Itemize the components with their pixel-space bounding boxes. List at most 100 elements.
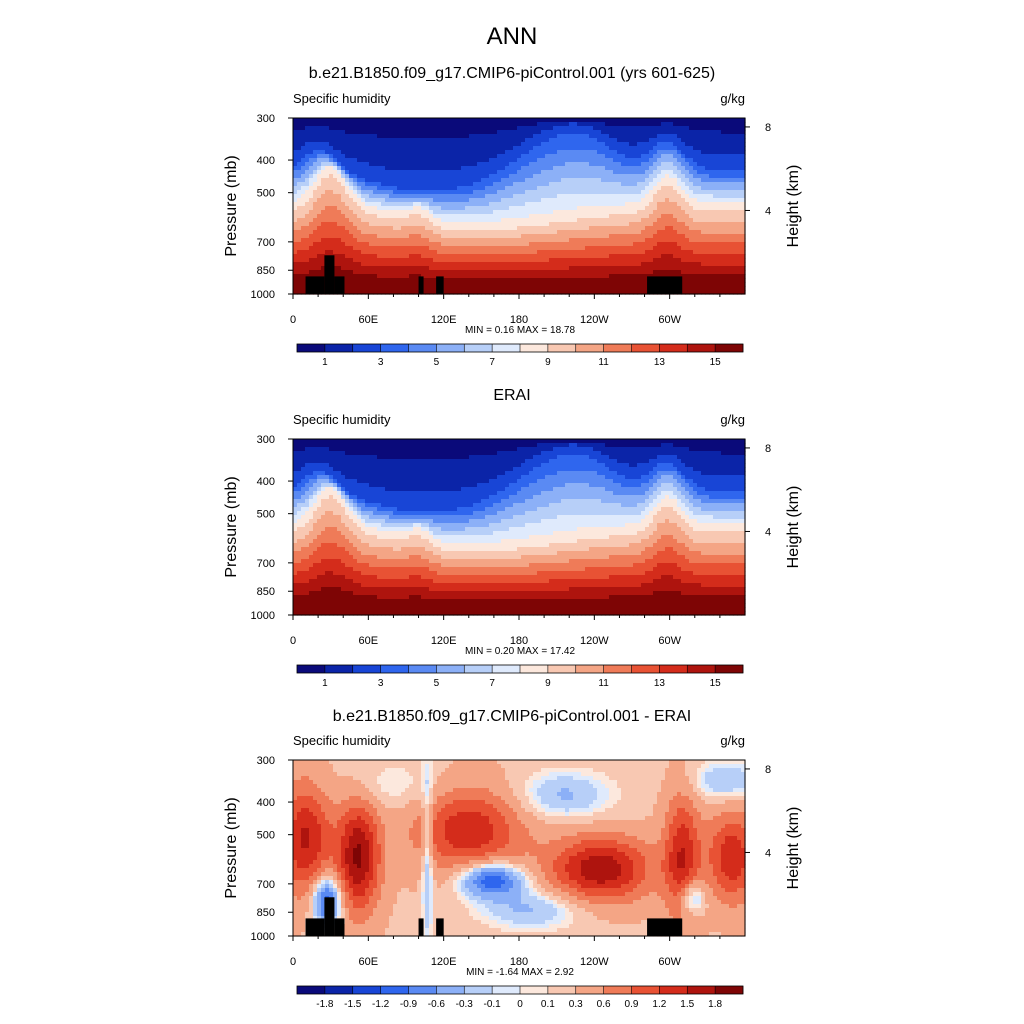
contour-cell xyxy=(565,246,570,251)
contour-cell xyxy=(697,186,702,191)
contour-cell xyxy=(317,146,322,151)
contour-cell xyxy=(725,190,730,195)
contour-cell xyxy=(577,138,582,143)
contour-cell xyxy=(361,150,366,155)
contour-cell xyxy=(477,166,482,171)
contour-cell xyxy=(505,266,510,271)
contour-cell xyxy=(481,118,486,123)
contour-cell xyxy=(397,118,402,123)
contour-cell xyxy=(557,162,562,167)
contour-cell xyxy=(581,198,586,203)
contour-cell xyxy=(693,254,698,259)
contour-cell xyxy=(401,270,406,275)
contour-cell xyxy=(313,126,318,131)
contour-cell xyxy=(469,138,474,143)
contour-cell xyxy=(741,122,746,127)
contour-cell xyxy=(441,186,446,191)
contour-cell xyxy=(693,134,698,139)
contour-cell xyxy=(541,154,546,159)
contour-cell xyxy=(685,182,690,187)
contour-cell xyxy=(521,254,526,259)
contour-cell xyxy=(357,242,362,247)
contour-cell xyxy=(353,278,358,283)
contour-cell xyxy=(433,262,438,267)
contour-cell xyxy=(617,174,622,179)
contour-cell xyxy=(661,150,666,155)
contour-cell xyxy=(425,218,430,223)
contour-cell xyxy=(641,278,646,283)
contour-cell xyxy=(333,130,338,135)
contour-cell xyxy=(701,126,706,131)
contour-cell xyxy=(717,278,722,283)
contour-cell xyxy=(629,130,634,135)
contour-cell xyxy=(685,118,690,123)
contour-cell xyxy=(369,278,374,283)
contour-cell xyxy=(357,258,362,263)
contour-cell xyxy=(685,254,690,259)
contour-cell xyxy=(541,198,546,203)
contour-cell xyxy=(613,238,618,243)
contour-cell xyxy=(337,238,342,243)
contour-cell xyxy=(701,230,706,235)
contour-cell xyxy=(481,154,486,159)
contour-cell xyxy=(433,226,438,231)
contour-cell xyxy=(669,238,674,243)
contour-cell xyxy=(613,258,618,263)
contour-cell xyxy=(593,154,598,159)
contour-cell xyxy=(649,130,654,135)
contour-cell xyxy=(497,142,502,147)
contour-cell xyxy=(361,142,366,147)
contour-cell xyxy=(461,274,466,279)
contour-cell xyxy=(609,222,614,227)
contour-cell xyxy=(681,206,686,211)
contour-cell xyxy=(457,154,462,159)
contour-cell xyxy=(649,150,654,155)
contour-cell xyxy=(681,254,686,259)
contour-cell xyxy=(385,166,390,171)
contour-cell xyxy=(557,254,562,259)
x-tick-label: 120W xyxy=(580,314,609,326)
contour-cell xyxy=(501,250,506,255)
contour-cell xyxy=(513,202,518,207)
contour-cell xyxy=(493,182,498,187)
contour-cell xyxy=(521,234,526,239)
contour-cell xyxy=(437,174,442,179)
contour-cell xyxy=(689,254,694,259)
contour-cell xyxy=(313,146,318,151)
contour-cell xyxy=(649,250,654,255)
contour-cell xyxy=(645,238,650,243)
contour-cell xyxy=(465,126,470,131)
contour-cell xyxy=(473,122,478,127)
contour-cell xyxy=(725,158,730,163)
contour-cell xyxy=(601,190,606,195)
contour-cell xyxy=(617,278,622,283)
contour-cell xyxy=(709,134,714,139)
contour-cell xyxy=(485,290,490,295)
contour-cell xyxy=(337,126,342,131)
contour-cell xyxy=(317,134,322,139)
contour-cell xyxy=(625,262,630,267)
contour-cell xyxy=(553,250,558,255)
contour-cell xyxy=(549,254,554,259)
contour-cell xyxy=(529,282,534,287)
contour-cell xyxy=(737,270,742,275)
contour-cell xyxy=(517,262,522,267)
contour-cell xyxy=(673,194,678,199)
contour-cell xyxy=(297,182,302,187)
contour-cell xyxy=(541,290,546,295)
contour-cell xyxy=(345,274,350,279)
contour-cell xyxy=(597,158,602,163)
contour-cell xyxy=(617,182,622,187)
contour-cell xyxy=(313,214,318,219)
contour-cell xyxy=(733,190,738,195)
contour-cell xyxy=(525,186,530,191)
contour-cell xyxy=(293,222,298,227)
contour-cell xyxy=(665,234,670,239)
contour-cell xyxy=(681,174,686,179)
contour-cell xyxy=(517,154,522,159)
contour-cell xyxy=(577,258,582,263)
contour-cell xyxy=(717,182,722,187)
contour-cell xyxy=(461,202,466,207)
contour-cell xyxy=(721,226,726,231)
contour-cell xyxy=(597,286,602,291)
